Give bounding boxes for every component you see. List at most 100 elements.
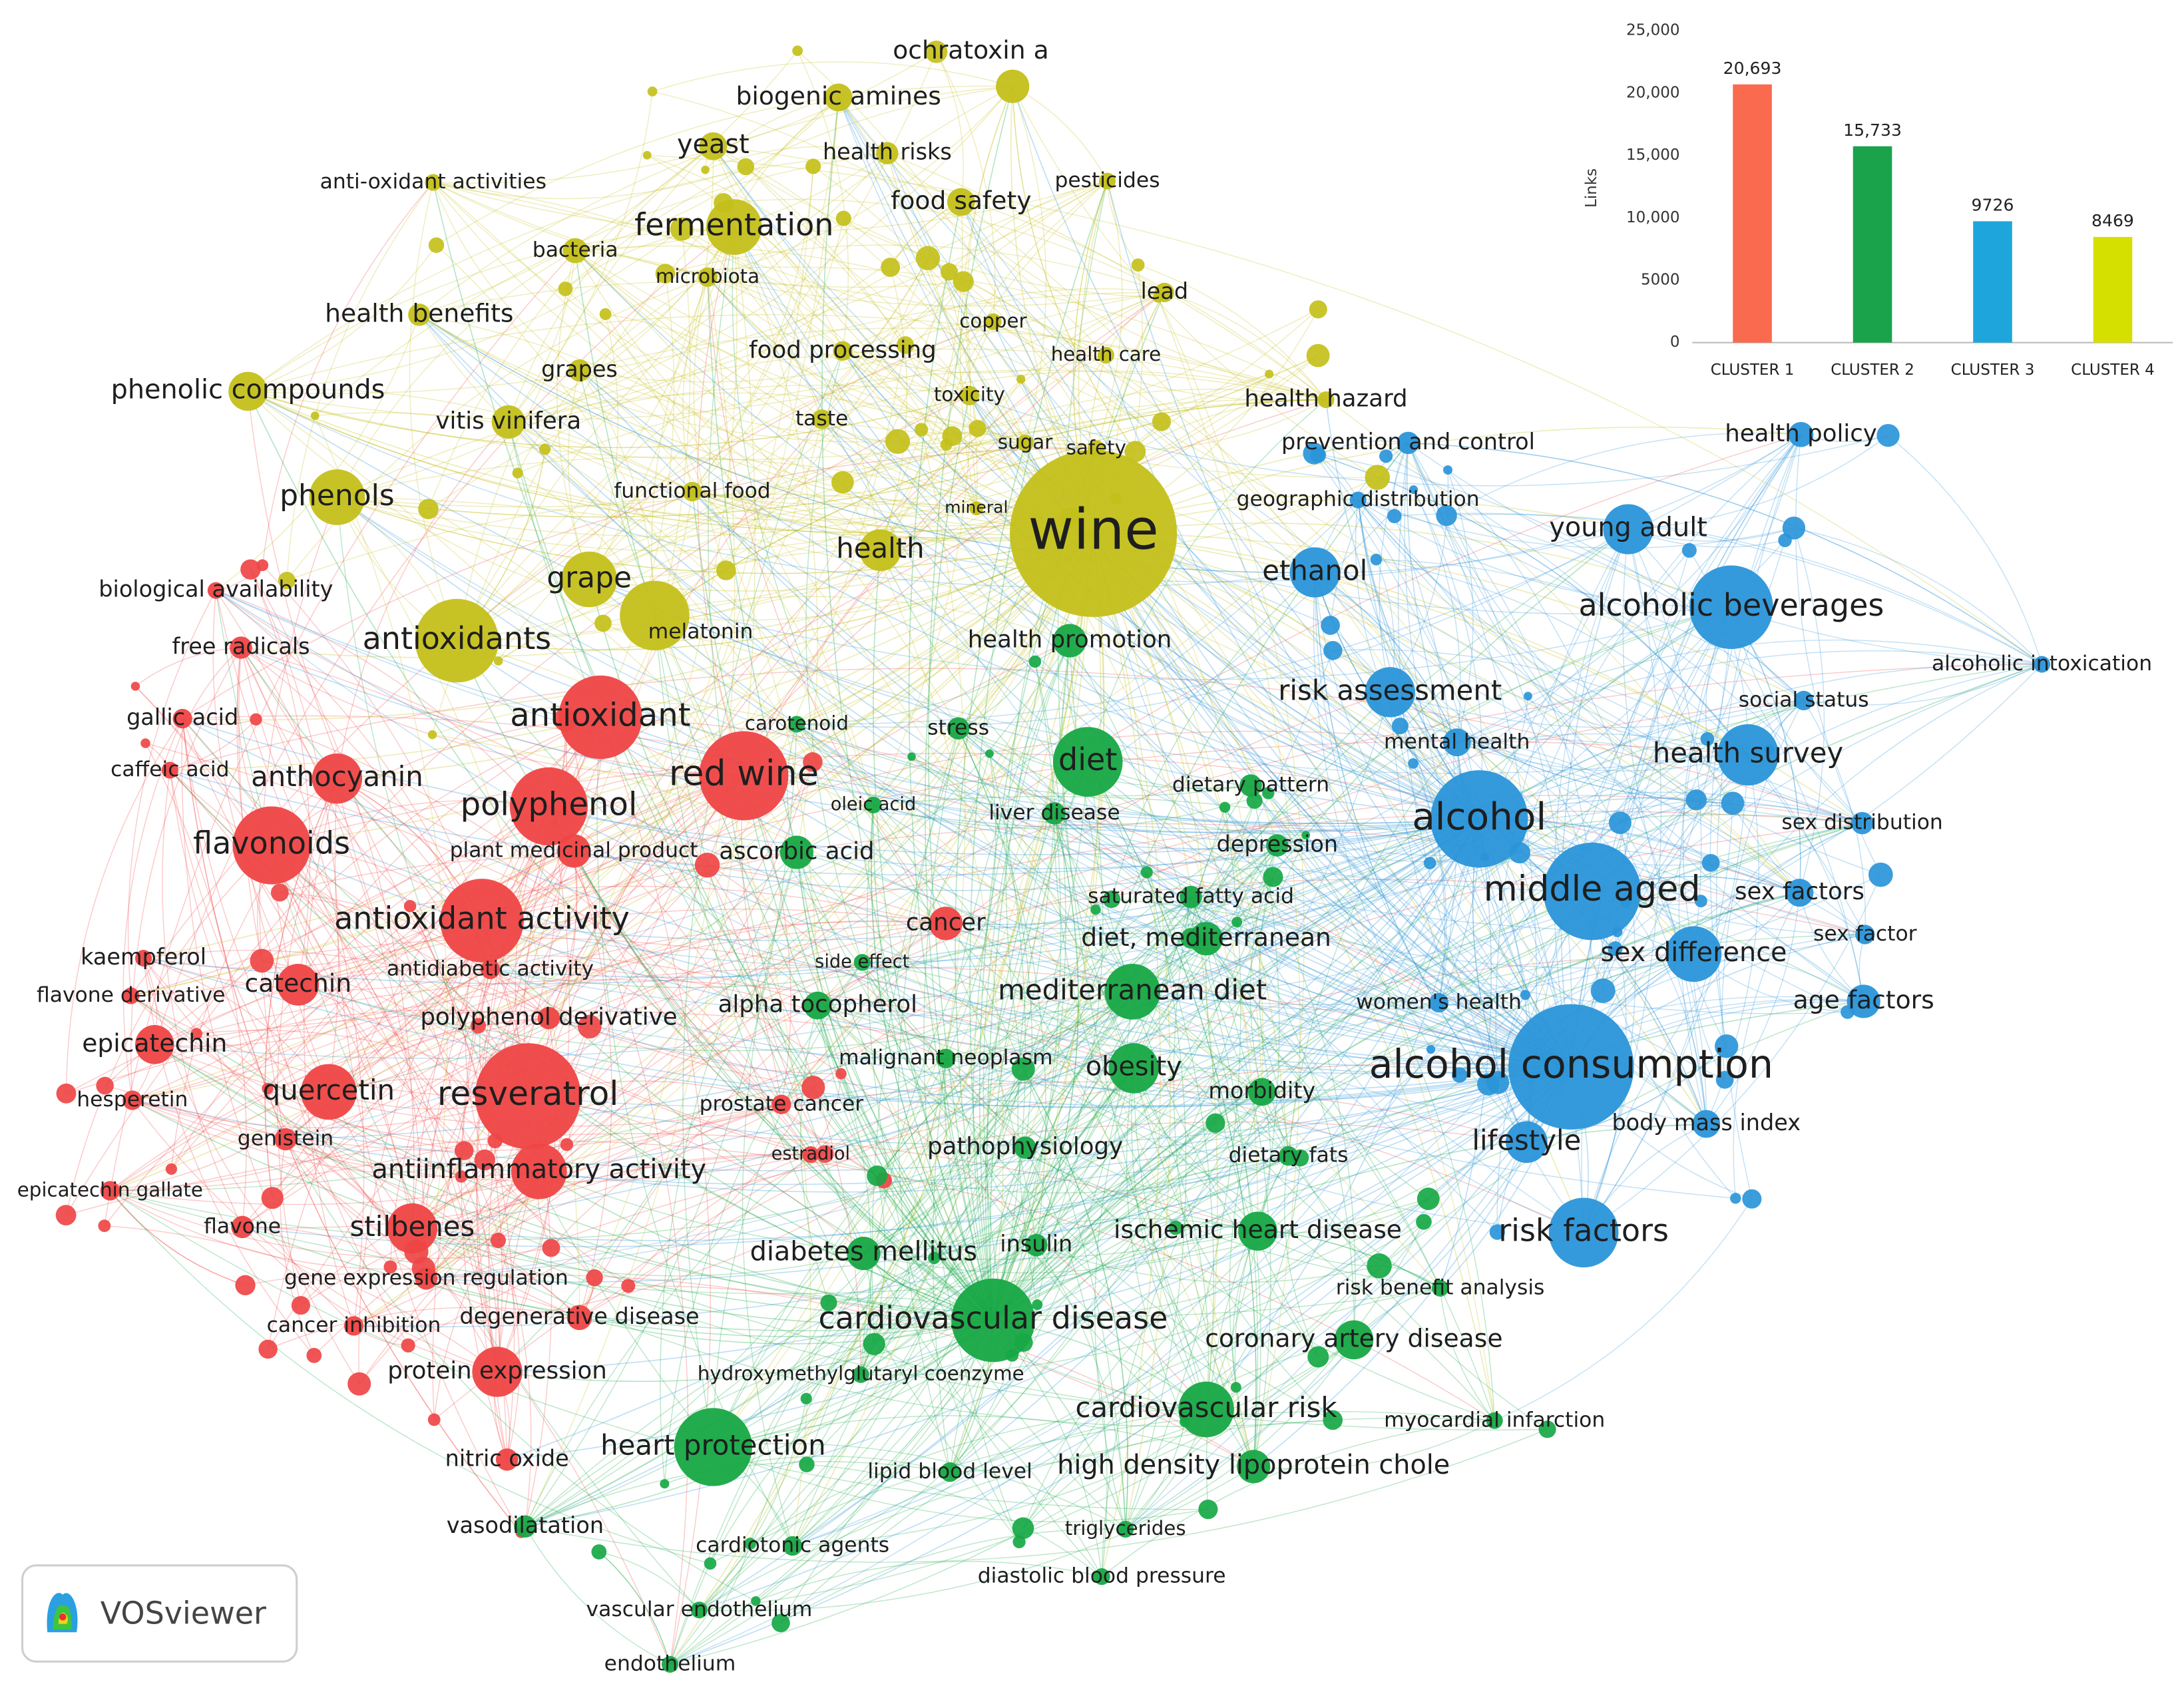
edge: [1438, 664, 2043, 1004]
edge: [745, 166, 977, 509]
minor-node: [1140, 866, 1153, 879]
edge: [433, 1171, 540, 1420]
edge: [490, 899, 1112, 988]
node-label: biological availability: [99, 576, 333, 602]
node-label: antioxidant activity: [334, 901, 630, 937]
minor-node: [1721, 791, 1745, 815]
node-label: health survey: [1653, 737, 1843, 769]
edge: [734, 226, 1572, 1068]
edge: [548, 805, 782, 1105]
edge: [1583, 892, 1800, 1233]
edge: [698, 533, 1094, 1611]
edge: [692, 442, 1026, 499]
edge: [692, 97, 839, 493]
edge: [1012, 86, 1108, 182]
node: [495, 1448, 519, 1471]
edge: [248, 314, 1327, 401]
edge: [419, 314, 898, 443]
edge: [1479, 818, 1864, 1002]
node-label: ascorbic acid: [719, 838, 874, 865]
edge: [1287, 741, 1458, 1156]
node-label: taste: [795, 407, 848, 431]
minor-node: [1694, 895, 1707, 908]
edge: [1234, 1156, 1289, 1388]
edge: [1087, 399, 1327, 762]
edge: [573, 851, 885, 1181]
minor-node: [262, 1082, 274, 1095]
edge: [699, 1466, 1254, 1611]
edge: [428, 292, 1165, 510]
y-tick-label: 5000: [1641, 271, 1680, 288]
edge: [426, 822, 1621, 1279]
edge: [707, 276, 843, 351]
node: [1098, 172, 1116, 190]
edge: [1325, 399, 1480, 819]
edge: [1803, 664, 2042, 706]
edge: [411, 292, 1165, 1229]
minor-node: [800, 1392, 812, 1404]
node-label: body mass index: [1612, 1110, 1801, 1136]
edge: [134, 686, 413, 1229]
minor-node: [1219, 801, 1231, 813]
edge: [169, 769, 417, 1252]
edge: [1224, 807, 1356, 1340]
edge: [1017, 761, 1088, 1305]
minor-node: [621, 1279, 636, 1293]
node-label: sex difference: [1600, 937, 1787, 968]
minor-node: [831, 471, 854, 494]
edge: [215, 590, 1736, 1199]
edge: [566, 292, 1165, 1145]
minor-node: [1391, 718, 1409, 735]
edge: [1287, 819, 1480, 1157]
edge: [130, 321, 994, 996]
edge: [143, 532, 1094, 959]
edge: [419, 314, 1094, 534]
edge: [276, 778, 338, 1306]
edge: [286, 182, 434, 581]
edge: [796, 851, 1289, 1157]
node-label: geographic distribution: [1237, 487, 1480, 511]
node-label: epicatechin: [82, 1028, 227, 1058]
edge: [579, 327, 1327, 401]
minor-node: [490, 1232, 506, 1249]
minor-node: [863, 1333, 885, 1355]
edge: [144, 743, 247, 1227]
node-label: flavone derivative: [37, 983, 225, 1007]
edge: [652, 91, 1106, 356]
edge: [699, 1339, 1355, 1611]
edge: [949, 1245, 1037, 1473]
node: [951, 1278, 1035, 1363]
node: [876, 142, 899, 164]
node-label: mediterranean diet: [998, 973, 1267, 1006]
minor-node: [1408, 758, 1419, 769]
edge: [1554, 528, 1629, 1067]
edge: [792, 813, 1055, 1547]
node: [1689, 565, 1773, 650]
edge: [1205, 819, 1480, 1410]
edge: [958, 728, 1133, 992]
node-label: alcohol: [1412, 795, 1546, 839]
edge: [1257, 819, 1480, 1232]
minor-node: [1417, 1187, 1440, 1210]
minor-node: [867, 1165, 888, 1186]
minor-node: [130, 682, 140, 691]
edge: [578, 923, 947, 1318]
edge: [1446, 515, 1805, 702]
edge: [484, 419, 823, 1160]
edge: [707, 277, 994, 1321]
minor-node: [1423, 857, 1436, 869]
edge: [508, 348, 1327, 423]
edge: [873, 804, 1572, 1068]
node: [853, 954, 871, 971]
node-label: carotenoid: [745, 712, 849, 735]
edge: [861, 962, 1333, 1421]
edge: [298, 984, 1572, 1108]
edge: [250, 569, 311, 985]
minor-node: [744, 1538, 756, 1550]
edge: [863, 1253, 1207, 1410]
edge: [692, 491, 1694, 954]
minor-node: [1590, 978, 1616, 1003]
minor-node: [1323, 641, 1343, 660]
node-label: plant medicinal product: [450, 838, 698, 862]
edge: [600, 716, 1439, 1004]
